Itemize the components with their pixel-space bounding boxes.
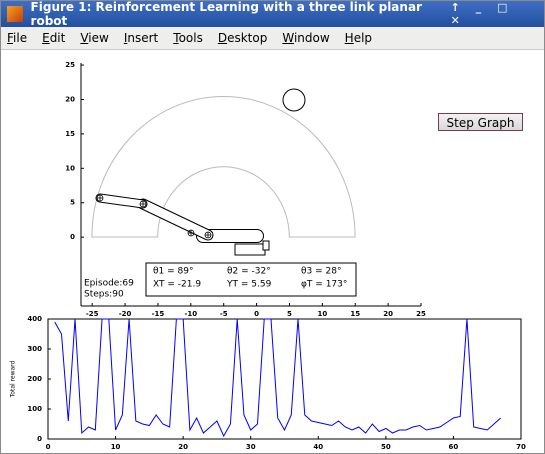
x-tick-label: 10 [111, 443, 121, 451]
window-controls[interactable]: ↑ _ □ ✕ [450, 1, 514, 27]
reward-line [54, 318, 502, 438]
x-tick-label: 25 [416, 310, 426, 318]
readout: θ3 = 28° [301, 267, 341, 277]
y-tick-label: 25 [65, 61, 75, 69]
target [282, 88, 306, 112]
title-bar: Figure 1: Reinforcement Learning with a … [1, 0, 544, 28]
readout: YT = 5.59 [226, 280, 272, 290]
readout: θ1 = 89° [153, 267, 193, 277]
y-tick-label: 200 [27, 375, 42, 383]
y-axis-label: Total reward [10, 360, 17, 398]
annotation: Steps:90 [84, 290, 124, 300]
x-tick-label: 0 [46, 443, 51, 451]
app-icon [7, 6, 23, 22]
x-tick-label: 15 [350, 310, 360, 318]
x-tick-label: 5 [287, 310, 292, 318]
menu-item[interactable]: Window [282, 31, 330, 45]
window-title: Figure 1: Reinforcement Learning with a … [30, 0, 422, 28]
menu-item[interactable]: Tools [173, 31, 203, 45]
x-tick-label: 50 [381, 443, 391, 451]
readout: φT = 173° [301, 280, 347, 290]
x-tick-label: -20 [119, 310, 132, 318]
x-tick-label: -15 [152, 310, 165, 318]
y-tick-label: 300 [27, 345, 42, 353]
x-tick-label: 70 [516, 443, 526, 451]
y-tick-label: 10 [65, 164, 75, 172]
x-tick-label: -5 [220, 310, 228, 318]
y-tick-label: 0 [70, 233, 75, 241]
x-tick-label: 40 [313, 443, 323, 451]
y-tick-label: 5 [70, 199, 75, 207]
robot-arm [95, 193, 270, 256]
menu-item[interactable]: Desktop [217, 31, 268, 45]
menu-item[interactable]: Help [344, 31, 373, 45]
x-tick-label: -10 [184, 310, 197, 318]
step-graph-button[interactable]: Step Graph [438, 113, 523, 131]
menu-bar: File Edit View Insert Tools Desktop Window Help [1, 27, 544, 50]
y-tick-label: 0 [37, 435, 42, 443]
workspace [91, 95, 356, 238]
readout-box [145, 262, 357, 297]
x-tick-label: -25 [86, 310, 99, 318]
x-tick-label: 10 [317, 310, 327, 318]
axes-frame [47, 318, 522, 440]
readout: θ2 = -32° [227, 267, 271, 277]
annotation: Episode:69 [84, 279, 134, 289]
menu-item[interactable]: View [80, 31, 109, 45]
menu-item[interactable]: Edit [42, 31, 66, 45]
y-tick-label: 15 [65, 130, 75, 138]
x-tick-label: 20 [178, 443, 188, 451]
readout: XT = -21.9 [153, 280, 201, 290]
x-tick-label: 20 [383, 310, 393, 318]
y-tick-label: 20 [65, 95, 75, 103]
menu-item[interactable]: File [7, 31, 28, 45]
plot-area: -25 -20 -15 -10 -5 0 5 10 15 20 25 0 5 10 15 20 25 Episod… [10, 61, 526, 451]
x-tick-label: 0 [254, 310, 259, 318]
y-tick-label: 400 [27, 315, 42, 323]
x-tick-label: 60 [449, 443, 459, 451]
x-tick-label: 30 [246, 443, 256, 451]
y-tick-label: 100 [27, 405, 42, 413]
menu-item[interactable]: Insert [123, 31, 159, 45]
